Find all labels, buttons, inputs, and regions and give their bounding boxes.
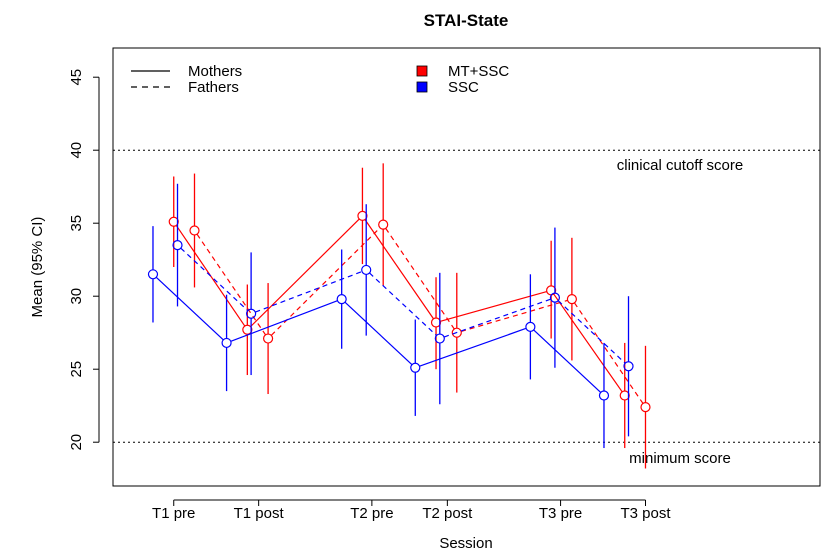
series-line-segment <box>250 218 360 328</box>
series-mt-ssc-mothers <box>168 167 630 449</box>
data-point <box>623 361 634 372</box>
series-line-segment <box>460 299 568 333</box>
data-point <box>434 333 445 344</box>
data-point <box>147 269 159 280</box>
series-line-segment <box>344 301 413 366</box>
plot-frame <box>112 47 821 487</box>
data-point <box>640 402 651 413</box>
data-point <box>189 225 200 236</box>
data-point <box>336 294 347 305</box>
data-point <box>378 219 389 230</box>
series-line-segment <box>385 228 455 330</box>
data-point <box>598 390 610 401</box>
y-tick-label: 25 <box>68 361 85 378</box>
data-point <box>221 337 232 349</box>
data-point <box>357 210 368 221</box>
y-tick-label: 30 <box>68 288 85 305</box>
series-line-segment <box>230 300 338 342</box>
series-ssc-mothers <box>147 226 610 449</box>
data-point <box>242 324 253 335</box>
data-point <box>361 264 372 276</box>
legend-label-fathers: Fathers <box>188 79 239 96</box>
series-line-segment <box>553 293 623 393</box>
x-tick-label: T3 pre <box>539 505 582 522</box>
reference-lines: clinical cutoff score minimum score <box>113 149 820 467</box>
series-line-segment <box>440 290 547 322</box>
y-tick-label: 35 <box>68 215 85 232</box>
y-axis: 20 25 30 35 40 45 <box>68 69 100 451</box>
data-point <box>430 317 442 328</box>
series-line-segment <box>573 302 644 404</box>
data-point <box>172 240 183 251</box>
series-line-segment <box>155 276 224 341</box>
data-point <box>566 294 577 305</box>
reference-line-label: clinical cutoff score <box>617 157 743 174</box>
y-tick-label: 20 <box>68 434 85 451</box>
series-line-segment <box>443 298 551 338</box>
series-mt-ssc-fathers <box>189 163 651 469</box>
series-line-segment <box>180 247 249 312</box>
x-tick-label: T1 pre <box>152 505 195 522</box>
series-line-segment <box>557 300 626 364</box>
series-line-segment <box>364 219 434 320</box>
legend-swatch-ssc <box>416 81 428 93</box>
data-point <box>525 321 536 332</box>
data-series <box>147 163 651 469</box>
series-line-segment <box>533 329 602 393</box>
legend-label-mt-ssc: MT+SSC <box>448 63 509 80</box>
data-point <box>451 327 462 338</box>
data-point <box>262 333 274 344</box>
data-point <box>619 390 630 401</box>
data-point <box>246 308 257 319</box>
x-tick-label: T3 post <box>620 505 671 522</box>
legend-swatch-mt-ssc <box>416 65 428 77</box>
series-line-segment <box>255 270 363 313</box>
data-point <box>549 292 561 303</box>
series-line-segment <box>196 233 267 336</box>
series-line-segment <box>369 272 437 336</box>
x-axis: T1 pre T1 post T2 pre T2 post T3 pre T3 post <box>152 499 671 522</box>
chart-title: STAI-State <box>424 11 509 30</box>
x-tick-label: T2 post <box>422 505 473 522</box>
series-ssc-fathers <box>172 183 634 437</box>
legend-label-mothers: Mothers <box>188 63 242 80</box>
y-tick-label: 40 <box>68 142 85 159</box>
x-axis-label: Session <box>439 535 492 552</box>
series-line-segment <box>419 327 527 367</box>
x-tick-label: T2 pre <box>350 505 393 522</box>
legend-label-ssc: SSC <box>448 79 479 96</box>
data-point <box>410 362 421 373</box>
x-tick-label: T1 post <box>234 505 285 522</box>
y-axis-label: Mean (95% CI) <box>29 217 46 318</box>
y-tick-label: 45 <box>68 69 85 86</box>
data-point <box>168 216 179 227</box>
reference-line-label: minimum score <box>629 450 731 467</box>
series-line-segment <box>270 227 381 336</box>
